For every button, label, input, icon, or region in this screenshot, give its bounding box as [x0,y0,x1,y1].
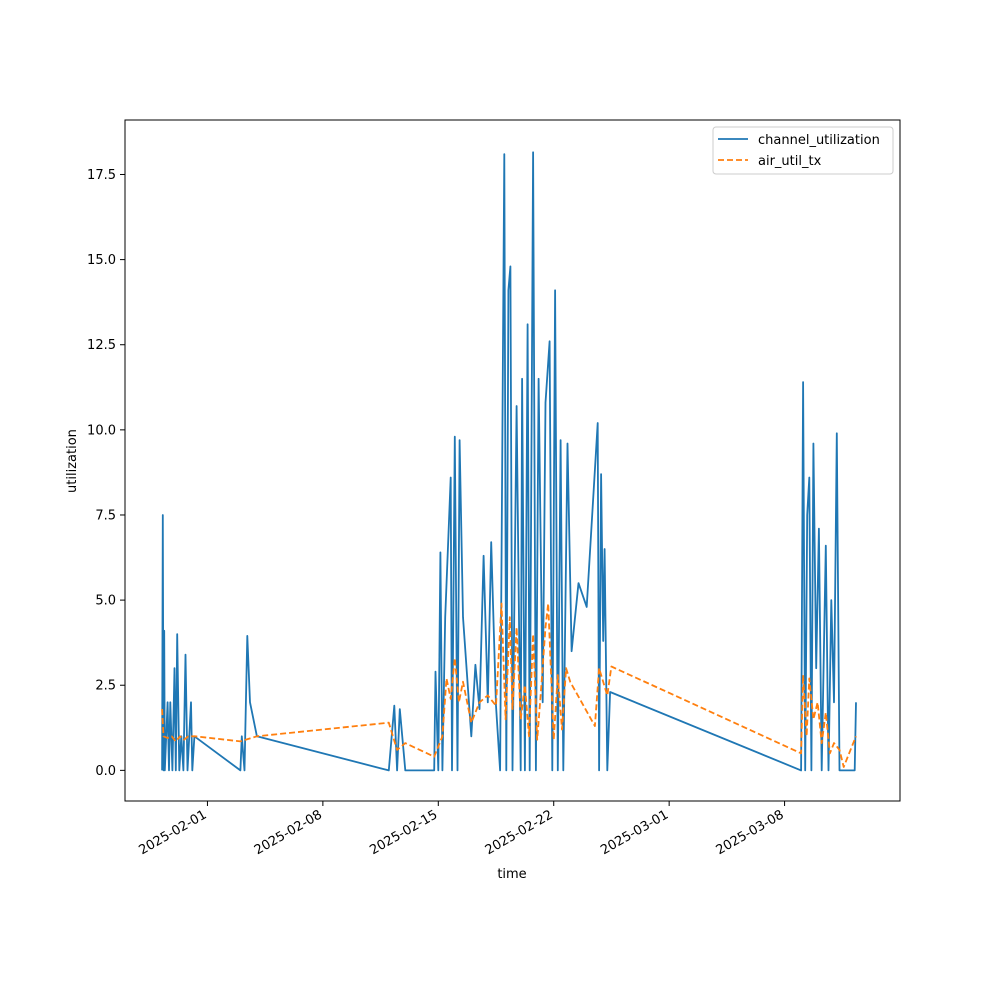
y-axis: 0.0 2.5 5.0 7.5 10.0 12.5 15.0 17.5 [87,168,125,779]
y-tick-label: 0.0 [95,764,116,779]
y-tick-label: 5.0 [95,594,116,609]
plot-area [124,119,901,802]
y-tick-label: 12.5 [87,338,116,353]
series-line-channel-utilization [161,151,857,772]
y-tick-label: 2.5 [95,679,116,694]
series-layer [161,151,857,772]
plot-frame [124,119,901,802]
y-tick-label: 17.5 [87,168,116,183]
y-tick-label: 7.5 [95,508,116,523]
x-axis-label: time [497,867,526,882]
y-axis-label: utilization [65,429,80,493]
y-tick-label: 10.0 [87,423,116,438]
y-tick-label: 15.0 [87,253,116,268]
legend-label-channel-utilization: channel_utilization [758,133,880,148]
legend: channel_utilization air_util_tx [712,126,894,175]
series-line-air-util-tx [161,602,857,768]
legend-label-air-util-tx: air_util_tx [758,154,822,169]
legend-box [712,126,894,175]
